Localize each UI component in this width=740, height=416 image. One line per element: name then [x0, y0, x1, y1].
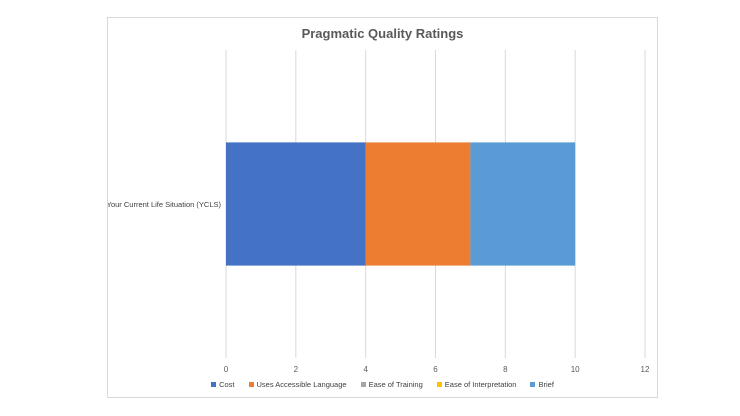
- x-tick-label-0: 0: [224, 365, 229, 374]
- plot-svg: 0 2 4 6 8 10 12 Your Current Life Situation (YC…: [108, 50, 650, 374]
- x-tick-label-4: 8: [503, 365, 508, 374]
- x-tick-label-5: 10: [571, 365, 580, 374]
- chart-title: Pragmatic Quality Ratings: [301, 26, 464, 41]
- legend: Cost Uses Accessible Language Ease of Trai…: [108, 380, 657, 389]
- bar-brief: [470, 142, 576, 266]
- legend-item-cost: Cost: [211, 380, 235, 389]
- legend-item-ease-of-training: Ease of Training: [360, 380, 423, 389]
- legend-label: Uses Accessible Language: [256, 380, 347, 389]
- x-tick-label-6: 12: [641, 365, 650, 374]
- legend-swatch: [211, 382, 217, 387]
- legend-swatch: [360, 382, 366, 387]
- x-tick-label-1: 2: [294, 365, 299, 374]
- legend-label: Cost: [219, 380, 235, 389]
- legend-swatch: [530, 382, 536, 387]
- bar-cost: [226, 142, 366, 266]
- legend-label: Ease of Interpretation: [444, 380, 517, 389]
- x-tick-label-3: 6: [433, 365, 438, 374]
- legend-swatch: [436, 382, 442, 387]
- legend-item-uses-accessible-language: Uses Accessible Language: [248, 380, 347, 389]
- chart-area: Pragmatic Quality Ratings 0 2 4 6 8 10 12 Your …: [107, 17, 658, 398]
- legend-item-brief: Brief: [530, 380, 554, 389]
- bar-uses-accessible-language: [365, 142, 471, 266]
- legend-label: Brief: [538, 380, 554, 389]
- legend-item-ease-of-interpretation: Ease of Interpretation: [436, 380, 517, 389]
- category-label-0: Your Current Life Situation (YCLS): [108, 200, 221, 209]
- x-tick-label-2: 4: [363, 365, 368, 374]
- legend-swatch: [248, 382, 254, 387]
- legend-label: Ease of Training: [368, 380, 423, 389]
